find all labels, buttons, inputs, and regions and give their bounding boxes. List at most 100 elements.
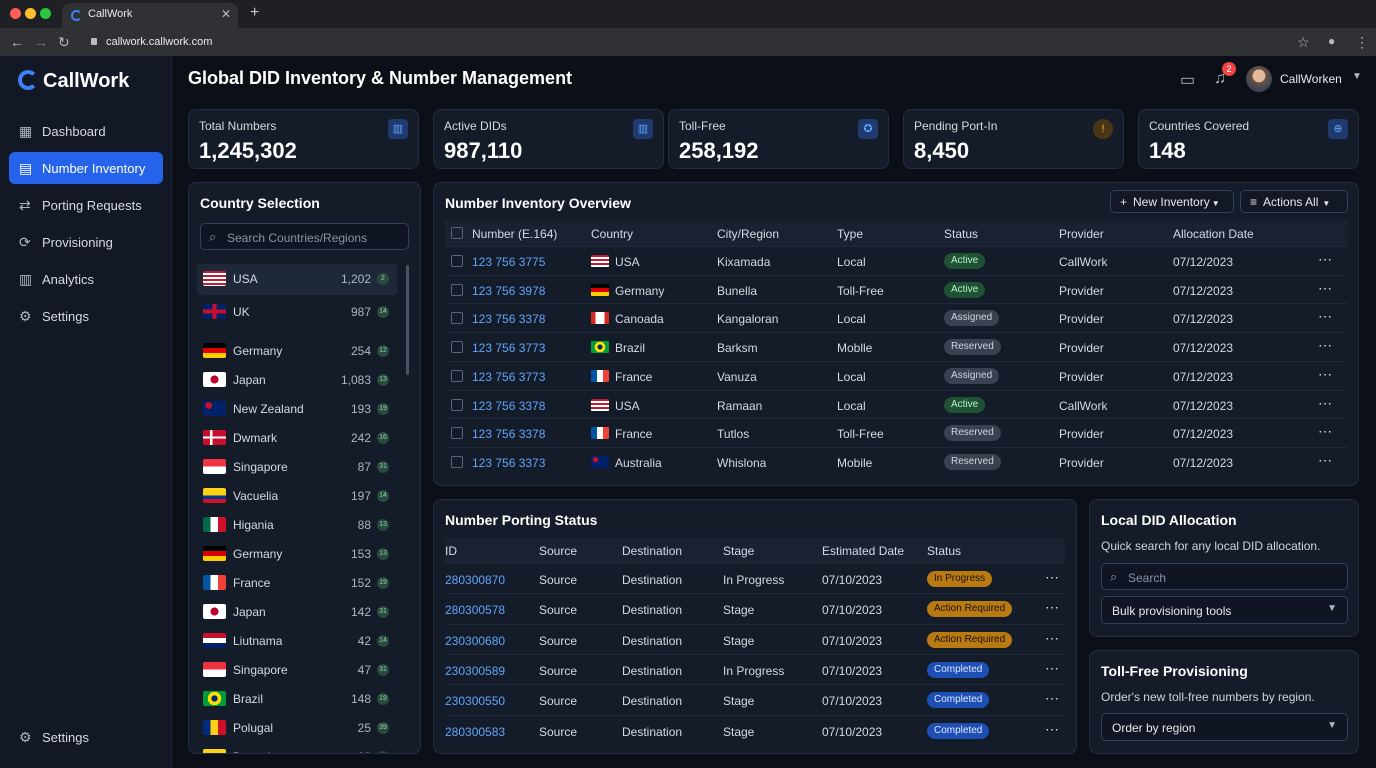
chat-icon[interactable]: ▭	[1180, 72, 1196, 89]
sidebar-item-number-inventory[interactable]: ▤ Number Inventory	[9, 152, 163, 184]
row-checkbox[interactable]	[451, 398, 463, 411]
column-number[interactable]: Number (E.164)	[472, 227, 558, 241]
number-link[interactable]: 123 756 3773	[472, 369, 546, 384]
porting-id-link[interactable]: 280300578	[445, 603, 506, 618]
table-row[interactable]: 230300589 Source Destination In Progress 07/…	[445, 653, 1065, 684]
bell-icon[interactable]: ♫	[1214, 70, 1226, 87]
row-more-icon[interactable]: ⋯	[1318, 279, 1332, 296]
number-link[interactable]: 123 756 3775	[472, 255, 546, 269]
row-more-icon[interactable]: ⋯	[1318, 394, 1332, 411]
table-row[interactable]: 280300870 Source Destination In Progress 07/…	[445, 563, 1065, 593]
table-row[interactable]: 123 756 3978 Germany Bunella Toll-Free Activ…	[445, 274, 1348, 304]
country-item[interactable]: Liutnama 42 14	[197, 626, 397, 655]
row-more-icon[interactable]: ⋯	[1045, 720, 1059, 737]
country-item[interactable]: Japan 1,083 13	[197, 365, 397, 394]
porting-id-link[interactable]: 280300870	[445, 573, 506, 587]
country-item[interactable]: Japan 142 31	[197, 597, 397, 626]
number-link[interactable]: 123 756 3773	[472, 341, 546, 356]
stat-card[interactable]: Pending Port-In 8,450!	[903, 109, 1124, 169]
row-more-icon[interactable]: ⋯	[1045, 629, 1059, 646]
table-row[interactable]: 230300680 Source Destination Stage 07/10/202…	[445, 623, 1065, 654]
menu-icon[interactable]: ⋮	[1355, 34, 1369, 50]
sidebar-item-settings[interactable]: ⚙ Settings	[9, 300, 163, 332]
country-item[interactable]: France 152 19	[197, 568, 397, 597]
table-row[interactable]: 123 756 3378 USA Ramaan Local Active CallWork…	[445, 389, 1348, 419]
country-item[interactable]: Polugal 25 39	[197, 713, 397, 742]
sidebar-item-porting-requests[interactable]: ⇄ Porting Requests	[9, 189, 163, 221]
stat-card[interactable]: Toll-Free 258,192 ✪	[668, 109, 889, 169]
minimize-window-button[interactable]	[25, 8, 36, 19]
bookmark-star-icon[interactable]: ☆	[1297, 34, 1310, 50]
row-more-icon[interactable]: ⋯	[1318, 337, 1332, 354]
country-list-scrollbar[interactable]	[406, 265, 409, 375]
sidebar-item-dashboard[interactable]: ▦ Dashboard	[9, 115, 163, 147]
row-more-icon[interactable]: ⋯	[1045, 690, 1059, 707]
close-window-button[interactable]	[10, 8, 21, 19]
chevron-down-icon[interactable]: ▼	[1352, 71, 1362, 82]
country-item[interactable]: Germany 153 13	[197, 539, 397, 568]
close-tab-icon[interactable]: ✕	[220, 7, 231, 21]
table-row[interactable]: 230300550 Source Destination Stage 07/10/202…	[445, 684, 1065, 714]
country-item[interactable]: Dwmark 242 16	[197, 423, 397, 452]
column-type[interactable]: Type	[837, 227, 864, 241]
column-status[interactable]: Status	[944, 227, 979, 241]
sidebar-item-analytics[interactable]: ▥ Analytics	[9, 263, 163, 295]
logo[interactable]: CallWork	[18, 70, 129, 93]
row-more-icon[interactable]: ⋯	[1045, 659, 1059, 676]
table-row[interactable]: 123 756 3773 France Vanuza Local Assigned Pro…	[445, 360, 1348, 390]
table-row[interactable]: 123 756 3378 France Tutlos Toll-Free Reserve…	[445, 418, 1348, 447]
select-all-checkbox[interactable]	[451, 227, 463, 239]
column-destination[interactable]: Destination	[622, 544, 683, 558]
sidebar-item-provisioning[interactable]: ⟳ Provisioning	[9, 226, 163, 258]
column-id[interactable]: ID	[445, 544, 457, 558]
back-icon[interactable]: ←	[10, 34, 24, 50]
row-checkbox[interactable]	[451, 255, 463, 267]
column-allocation-date[interactable]: Allocation Date	[1173, 227, 1254, 241]
number-link[interactable]: 123 756 3978	[472, 283, 546, 298]
number-link[interactable]: 123 756 3378	[472, 427, 546, 442]
row-more-icon[interactable]: ⋯	[1318, 451, 1332, 468]
new-tab-icon[interactable]: +	[250, 4, 260, 21]
country-search-input[interactable]: ⌕ Search Countries/Regions	[200, 223, 409, 250]
row-more-icon[interactable]: ⋯	[1318, 365, 1332, 382]
row-checkbox[interactable]	[451, 341, 463, 354]
porting-id-link[interactable]: 230300550	[445, 694, 506, 709]
country-item[interactable]: UK 987 14	[197, 297, 397, 326]
stat-card[interactable]: Countries Covered 148 ⊕	[1138, 109, 1359, 169]
column-porting-status[interactable]: Status	[927, 544, 962, 558]
column-stage[interactable]: Stage	[723, 544, 755, 558]
row-checkbox[interactable]	[451, 312, 463, 325]
table-row[interactable]: 123 756 3775 USA Kixamada Local Active CallWo…	[445, 246, 1348, 275]
column-source[interactable]: Source	[539, 544, 578, 558]
table-row[interactable]: 123 756 3773 Brazil Barksm Moblle Reserved Pr…	[445, 332, 1348, 361]
row-more-icon[interactable]: ⋯	[1318, 251, 1332, 267]
row-more-icon[interactable]: ⋯	[1045, 599, 1059, 616]
reload-icon[interactable]: ↻	[58, 34, 70, 50]
country-item[interactable]: Singapore 87 31	[197, 452, 397, 481]
maximize-window-button[interactable]	[40, 8, 51, 19]
number-link[interactable]: 123 756 3373	[472, 455, 546, 470]
forward-icon[interactable]: →	[34, 34, 48, 50]
sidebar-bottom-settings[interactable]: ⚙ Settings	[9, 721, 163, 753]
porting-id-link[interactable]: 280300583	[445, 724, 506, 739]
country-item[interactable]: Dwrani 60 19	[197, 742, 397, 753]
local-did-search-input[interactable]: ⌕ Search	[1101, 563, 1348, 590]
table-row[interactable]: 123 756 3378 Canoada Kangaloran Local Assign…	[445, 303, 1348, 332]
country-item[interactable]: Higania 88 13	[197, 510, 397, 539]
profile-icon[interactable]: ●	[1328, 34, 1336, 48]
row-checkbox[interactable]	[451, 369, 463, 382]
url-field[interactable]: callwork.callwork.com	[82, 32, 1312, 52]
row-checkbox[interactable]	[451, 455, 463, 468]
user-name[interactable]: CallWorken	[1280, 72, 1342, 86]
stat-card[interactable]: Total Numbers 1,245,302 ▥	[188, 109, 419, 169]
table-row[interactable]: 280300583 Source Destination Stage 07/10/202…	[445, 714, 1065, 745]
porting-id-link[interactable]: 230300589	[445, 663, 506, 678]
column-estimated-date[interactable]: Estimated Date	[822, 544, 905, 558]
table-row[interactable]: 123 756 3373 Australia Whislona Mobile Reser…	[445, 446, 1348, 476]
new-inventory-button[interactable]: + New Inventory ▼	[1110, 190, 1234, 213]
country-item[interactable]: New Zealand 193 19	[197, 394, 397, 423]
avatar[interactable]	[1246, 66, 1272, 92]
actions-all-button[interactable]: ≡ Actions All ▼	[1240, 190, 1348, 213]
column-country[interactable]: Country	[591, 227, 634, 241]
row-more-icon[interactable]: ⋯	[1318, 423, 1332, 440]
